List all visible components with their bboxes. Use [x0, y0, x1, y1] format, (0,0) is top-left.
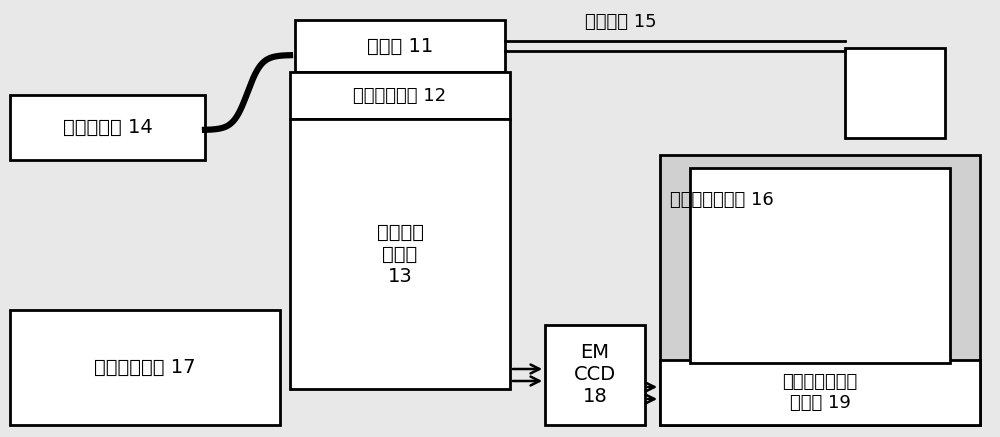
Text: 流体池固定台 12: 流体池固定台 12 [353, 87, 447, 104]
Bar [545, 325, 645, 425]
Bar [660, 360, 980, 425]
Bar [660, 155, 980, 425]
Bar [290, 119, 510, 389]
Text: 激光照明光路 17: 激光照明光路 17 [94, 358, 196, 377]
Bar [690, 168, 950, 363]
Text: 倒置显微
镜系统
13: 倒置显微 镜系统 13 [376, 222, 424, 285]
Bar [295, 20, 505, 72]
Text: 流体池 11: 流体池 11 [367, 37, 433, 55]
Bar [10, 95, 205, 160]
Bar [845, 48, 945, 138]
Text: 计算机及图像处
理软件 19: 计算机及图像处 理软件 19 [782, 373, 858, 412]
Text: 电动三维平移台 16: 电动三维平移台 16 [670, 191, 774, 209]
Bar [10, 310, 280, 425]
Text: 电动液流泵 14: 电动液流泵 14 [63, 118, 152, 137]
Bar [290, 72, 510, 119]
Text: 磁镊系统 15: 磁镊系统 15 [585, 13, 657, 31]
Text: EM
CCD
18: EM CCD 18 [574, 343, 616, 406]
